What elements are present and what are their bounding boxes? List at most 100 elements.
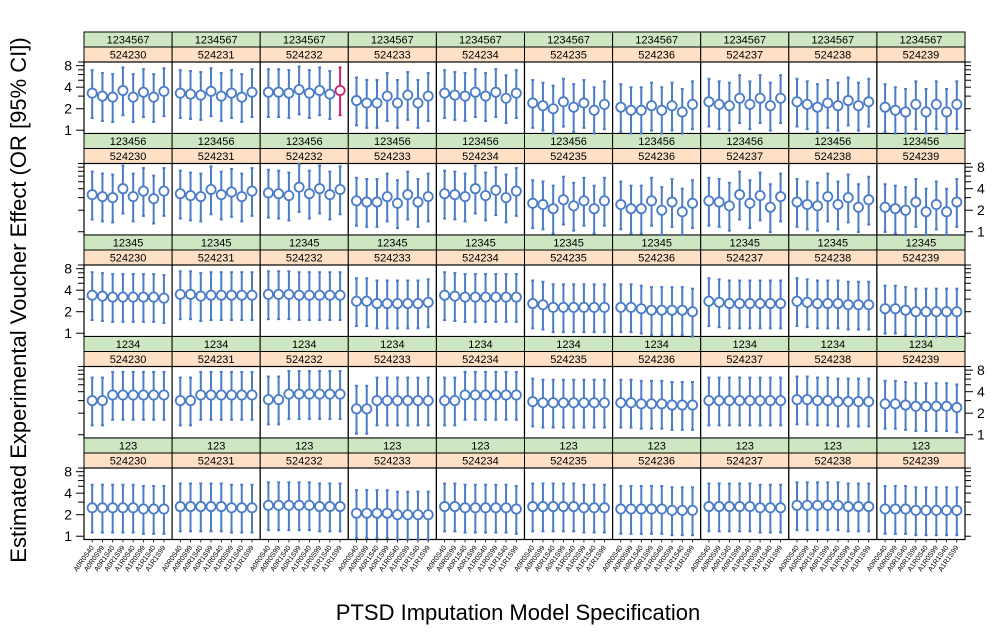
estimate-point bbox=[402, 509, 414, 521]
estimate-point bbox=[951, 98, 963, 110]
estimate-point bbox=[547, 501, 559, 513]
column-strip-label: 524239 bbox=[903, 50, 940, 62]
panel bbox=[611, 61, 702, 135]
estimate-point bbox=[578, 97, 590, 109]
estimate-point bbox=[568, 397, 580, 409]
estimate-point bbox=[361, 403, 373, 415]
estimate-point bbox=[588, 203, 600, 215]
column-strip-label: 524239 bbox=[903, 253, 940, 265]
estimate-point bbox=[324, 189, 336, 201]
panel bbox=[523, 61, 614, 135]
column-strip-label: 524239 bbox=[903, 151, 940, 163]
estimate-point bbox=[86, 189, 98, 201]
estimate-point bbox=[822, 395, 834, 407]
estimate-point bbox=[598, 98, 610, 110]
estimate-point bbox=[350, 95, 362, 107]
estimate-point bbox=[879, 398, 891, 410]
estimate-point bbox=[822, 97, 834, 109]
estimate-point bbox=[303, 388, 315, 400]
estimate-point bbox=[568, 200, 580, 212]
estimate-point bbox=[646, 304, 658, 316]
estimate-point bbox=[158, 389, 170, 401]
estimate-point bbox=[205, 85, 217, 97]
estimate-point bbox=[537, 199, 549, 211]
estimate-point bbox=[625, 301, 637, 313]
panel bbox=[523, 264, 614, 338]
estimate-point bbox=[676, 504, 688, 516]
column-strip-label: 524235 bbox=[550, 253, 587, 265]
estimate-point bbox=[422, 509, 434, 521]
estimate-point bbox=[615, 503, 627, 515]
estimate-point bbox=[402, 395, 414, 407]
estimate-point bbox=[185, 395, 197, 407]
estimate-point bbox=[811, 499, 823, 511]
estimate-point bbox=[246, 389, 258, 401]
column-strip-label: 524239 bbox=[903, 354, 940, 366]
estimate-point bbox=[226, 389, 238, 401]
row-strip-label: 123456 bbox=[550, 136, 587, 148]
estimate-point bbox=[687, 504, 699, 516]
estimate-point bbox=[422, 296, 434, 308]
row-strip-label: 123456 bbox=[726, 136, 763, 148]
estimate-point bbox=[852, 100, 864, 112]
y-tick-label: 1 bbox=[64, 528, 72, 544]
estimate-point bbox=[107, 502, 119, 514]
column-strip-label: 524230 bbox=[110, 354, 147, 366]
y-tick-label: 2 bbox=[977, 405, 985, 421]
estimate-point bbox=[459, 291, 471, 303]
estimate-point bbox=[361, 507, 373, 519]
column-strip-label: 524231 bbox=[198, 151, 235, 163]
estimate-point bbox=[920, 106, 932, 118]
estimate-point bbox=[951, 402, 963, 414]
estimate-point bbox=[510, 291, 522, 303]
estimate-point bbox=[527, 396, 539, 408]
y-tick-label: 4 bbox=[64, 282, 72, 298]
estimate-point bbox=[889, 203, 901, 215]
estimate-point bbox=[811, 101, 823, 113]
column-strip-label: 524237 bbox=[726, 253, 763, 265]
estimate-point bbox=[801, 199, 813, 211]
estimate-point bbox=[185, 501, 197, 513]
column-strip-label: 524232 bbox=[286, 50, 323, 62]
estimate-point bbox=[273, 499, 285, 511]
estimate-point bbox=[910, 306, 922, 318]
estimate-point bbox=[646, 100, 658, 112]
estimate-point bbox=[402, 89, 414, 101]
estimate-point bbox=[391, 395, 403, 407]
estimate-point bbox=[350, 507, 362, 519]
estimate-point bbox=[469, 86, 481, 98]
estimate-point bbox=[676, 106, 688, 118]
estimate-point bbox=[754, 395, 766, 407]
estimate-point bbox=[205, 183, 217, 195]
column-strip-label: 524238 bbox=[814, 50, 851, 62]
panel bbox=[435, 264, 526, 338]
estimate-point bbox=[314, 388, 326, 400]
estimate-point bbox=[900, 304, 912, 316]
y-tick-label: 2 bbox=[64, 507, 72, 523]
estimate-point bbox=[174, 395, 186, 407]
estimate-point bbox=[439, 395, 451, 407]
estimate-point bbox=[801, 98, 813, 110]
row-strip-label: 1234 bbox=[292, 339, 316, 351]
estimate-point bbox=[734, 501, 746, 513]
estimate-point bbox=[775, 502, 787, 514]
estimate-point bbox=[303, 499, 315, 511]
estimate-point bbox=[646, 398, 658, 410]
row-strip-label: 1234567 bbox=[195, 35, 238, 47]
estimate-point bbox=[500, 389, 512, 401]
estimate-point bbox=[625, 104, 637, 116]
estimate-point bbox=[557, 501, 569, 513]
estimate-point bbox=[656, 304, 668, 316]
row-strip-label: 123456 bbox=[198, 136, 235, 148]
row-strip-label: 1234 bbox=[116, 339, 140, 351]
estimate-point bbox=[744, 395, 756, 407]
estimate-point bbox=[500, 502, 512, 514]
estimate-point bbox=[723, 200, 735, 212]
column-strip-label: 524232 bbox=[286, 456, 323, 468]
estimate-point bbox=[801, 499, 813, 511]
estimate-point bbox=[500, 192, 512, 204]
estimate-point bbox=[262, 394, 274, 406]
panel bbox=[171, 467, 261, 541]
row-strip-label: 1234 bbox=[380, 339, 404, 351]
estimate-point bbox=[449, 89, 461, 101]
